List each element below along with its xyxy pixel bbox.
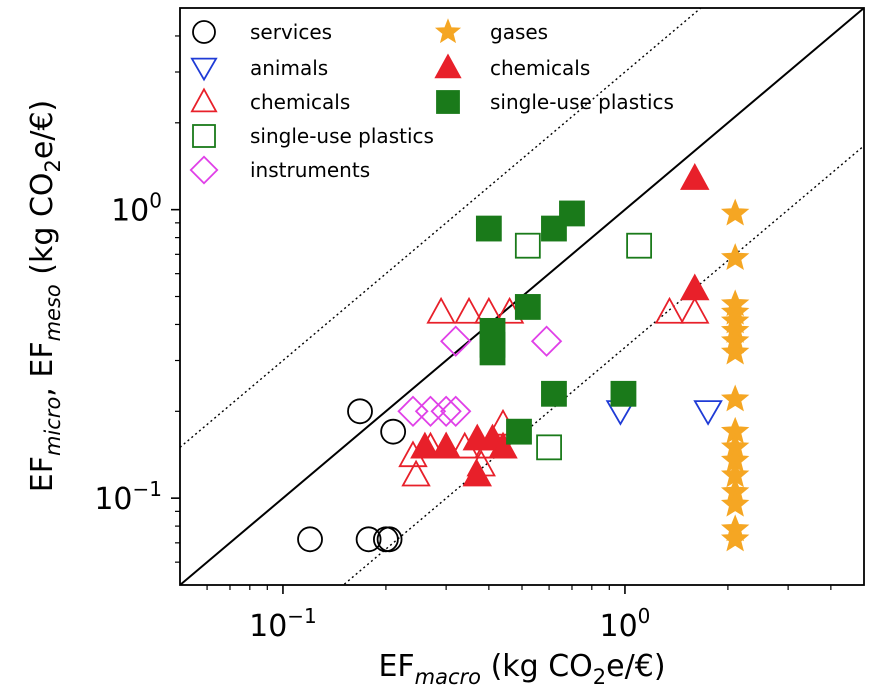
legend-marker-6 xyxy=(434,53,462,79)
legend-item-6: chemicals xyxy=(434,53,590,80)
legend-label-4: instruments xyxy=(250,158,370,182)
legend-marker-0 xyxy=(192,20,216,44)
x-tick-label-0: 10−1 xyxy=(249,604,317,644)
x-tick-label-1: 100 xyxy=(599,604,650,644)
point-series-3-2 xyxy=(536,434,562,461)
point-series-7-7 xyxy=(541,380,567,407)
point-series-0-0 xyxy=(347,398,373,425)
legend-label-1: animals xyxy=(250,56,328,80)
point-series-7-3 xyxy=(514,294,541,320)
point-series-5-1 xyxy=(720,243,750,270)
point-series-3-0 xyxy=(514,232,541,259)
point-series-6-1 xyxy=(680,273,710,301)
point-series-5-14 xyxy=(720,489,750,517)
point-series-4-3 xyxy=(414,395,447,427)
series-4 xyxy=(397,325,563,427)
point-series-5-8 xyxy=(720,384,750,412)
point-series-0-3 xyxy=(355,526,382,553)
legend-item-1: animals xyxy=(190,56,328,82)
series-7 xyxy=(475,200,637,445)
point-series-7-8 xyxy=(610,380,637,407)
axis-ticks: 10−1 100 10−1 100 xyxy=(94,35,832,644)
point-series-4-2 xyxy=(397,395,429,427)
reference-line-factor-2 xyxy=(342,145,864,585)
legend-item-7: single-use plastics xyxy=(436,90,674,114)
x-axis-label: EFmacro (kg CO2e/€) xyxy=(378,649,665,689)
point-series-0-2 xyxy=(297,526,323,553)
data-points xyxy=(297,163,750,553)
legend-label-2: chemicals xyxy=(250,90,350,114)
point-series-4-1 xyxy=(530,325,563,357)
series-3 xyxy=(514,232,653,461)
legend-item-5: gases xyxy=(434,18,548,44)
y-tick-label-0: 10−1 xyxy=(94,477,162,517)
point-series-2-1 xyxy=(454,296,484,324)
legend-label-6: chemicals xyxy=(490,56,590,80)
point-series-6-2 xyxy=(410,431,440,459)
series-0 xyxy=(297,398,407,553)
point-series-0-1 xyxy=(380,418,407,445)
point-series-3-1 xyxy=(626,232,653,259)
legend-marker-2 xyxy=(190,87,218,113)
series-6 xyxy=(410,163,710,487)
legend-label-0: services xyxy=(250,20,332,44)
point-series-6-6 xyxy=(488,431,518,459)
point-series-2-5 xyxy=(680,296,710,324)
point-series-6-7 xyxy=(462,459,492,487)
point-series-6-3 xyxy=(431,431,461,459)
point-series-7-9 xyxy=(506,418,532,445)
point-series-2-4 xyxy=(654,296,685,324)
point-series-1-1 xyxy=(693,400,723,426)
point-series-5-7 xyxy=(720,337,750,365)
legend-item-4: instruments xyxy=(189,155,370,185)
legend-item-0: services xyxy=(192,20,332,44)
point-series-7-6 xyxy=(479,339,506,366)
point-series-7-2 xyxy=(559,200,585,227)
point-series-4-4 xyxy=(430,395,462,427)
y-tick-label-1: 100 xyxy=(111,189,162,229)
legend-marker-5 xyxy=(434,18,462,44)
legend-marker-7 xyxy=(436,90,460,114)
legend-label-3: single-use plastics xyxy=(250,124,434,148)
point-series-5-0 xyxy=(720,198,750,226)
legend-marker-3 xyxy=(192,124,216,148)
point-series-4-5 xyxy=(440,395,472,427)
point-series-4-0 xyxy=(440,325,472,357)
legend-item-3: single-use plastics xyxy=(192,124,434,148)
point-series-0-5 xyxy=(376,526,403,553)
legend-label-7: single-use plastics xyxy=(490,90,674,114)
legend-marker-1 xyxy=(190,57,218,82)
point-series-2-12 xyxy=(401,459,431,487)
legend-marker-4 xyxy=(189,155,219,185)
point-series-7-0 xyxy=(475,215,502,242)
point-series-6-0 xyxy=(680,163,710,190)
legend-label-5: gases xyxy=(490,20,548,44)
series-5 xyxy=(720,198,750,552)
point-series-2-0 xyxy=(426,296,456,324)
legend: services animals chemicals single-use plast… xyxy=(189,18,674,185)
point-series-5-16 xyxy=(720,524,750,552)
legend-item-2: chemicals xyxy=(190,87,350,114)
y-axis-label: EFmicro, EFmeso (kg CO2e/€) xyxy=(25,100,65,493)
